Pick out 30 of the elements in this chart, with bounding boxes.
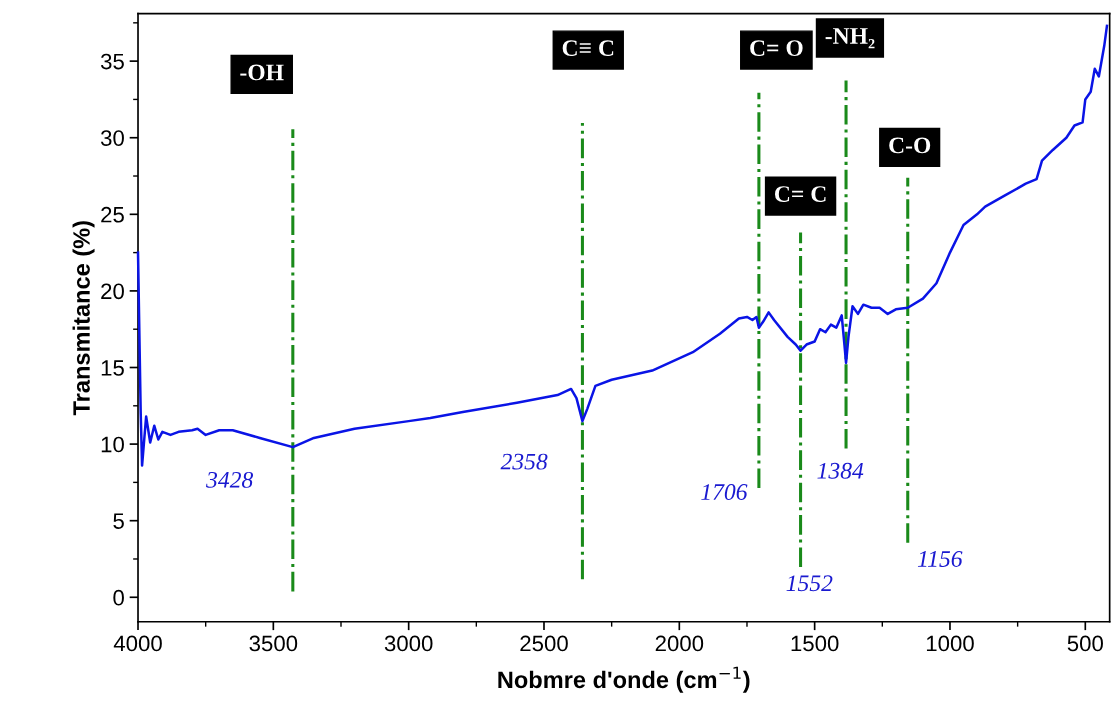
y-tick-label: 10 xyxy=(101,436,124,453)
x-tick-label: 3500 xyxy=(249,635,298,652)
annotation: 2358 xyxy=(500,453,548,470)
y-tick-label: 5 xyxy=(113,513,124,529)
annotation: 1156 xyxy=(917,551,963,567)
ref-line-label: -NH₂ xyxy=(825,28,875,49)
x-tick-label: 2500 xyxy=(520,635,568,652)
y-tick-label: 25 xyxy=(101,206,124,223)
annotation: 1706 xyxy=(701,484,748,500)
annotation: 3428 xyxy=(206,471,254,488)
ref-line-label: C-O xyxy=(889,137,931,154)
ref-line-label: C= C xyxy=(775,186,826,202)
ref-line-label: -OH xyxy=(240,64,284,81)
y-tick-label: 15 xyxy=(101,360,124,376)
ref-line-label: C≡ C xyxy=(562,40,614,57)
x-tick-label: 500 xyxy=(1067,635,1103,652)
y-tick-label: 0 xyxy=(113,589,124,606)
x-tick-label: 3000 xyxy=(384,635,433,652)
annotation: 1384 xyxy=(817,462,864,479)
y-tick-label: 20 xyxy=(101,283,124,300)
x-axis-title: Nobmre d'onde (cm$^{−1}$) xyxy=(498,666,750,693)
x-tick-label: 1500 xyxy=(791,635,839,652)
x-tick-label: 2000 xyxy=(655,635,704,652)
y-axis-title: Transmitance (%) xyxy=(72,221,95,416)
ref-line-label: C= O xyxy=(750,40,803,57)
x-tick-label: 1000 xyxy=(926,635,974,652)
y-tick-label: 30 xyxy=(100,130,124,146)
annotation: 1552 xyxy=(786,575,833,592)
x-tick-label: 4000 xyxy=(113,635,162,652)
y-tick-label: 35 xyxy=(100,53,124,70)
